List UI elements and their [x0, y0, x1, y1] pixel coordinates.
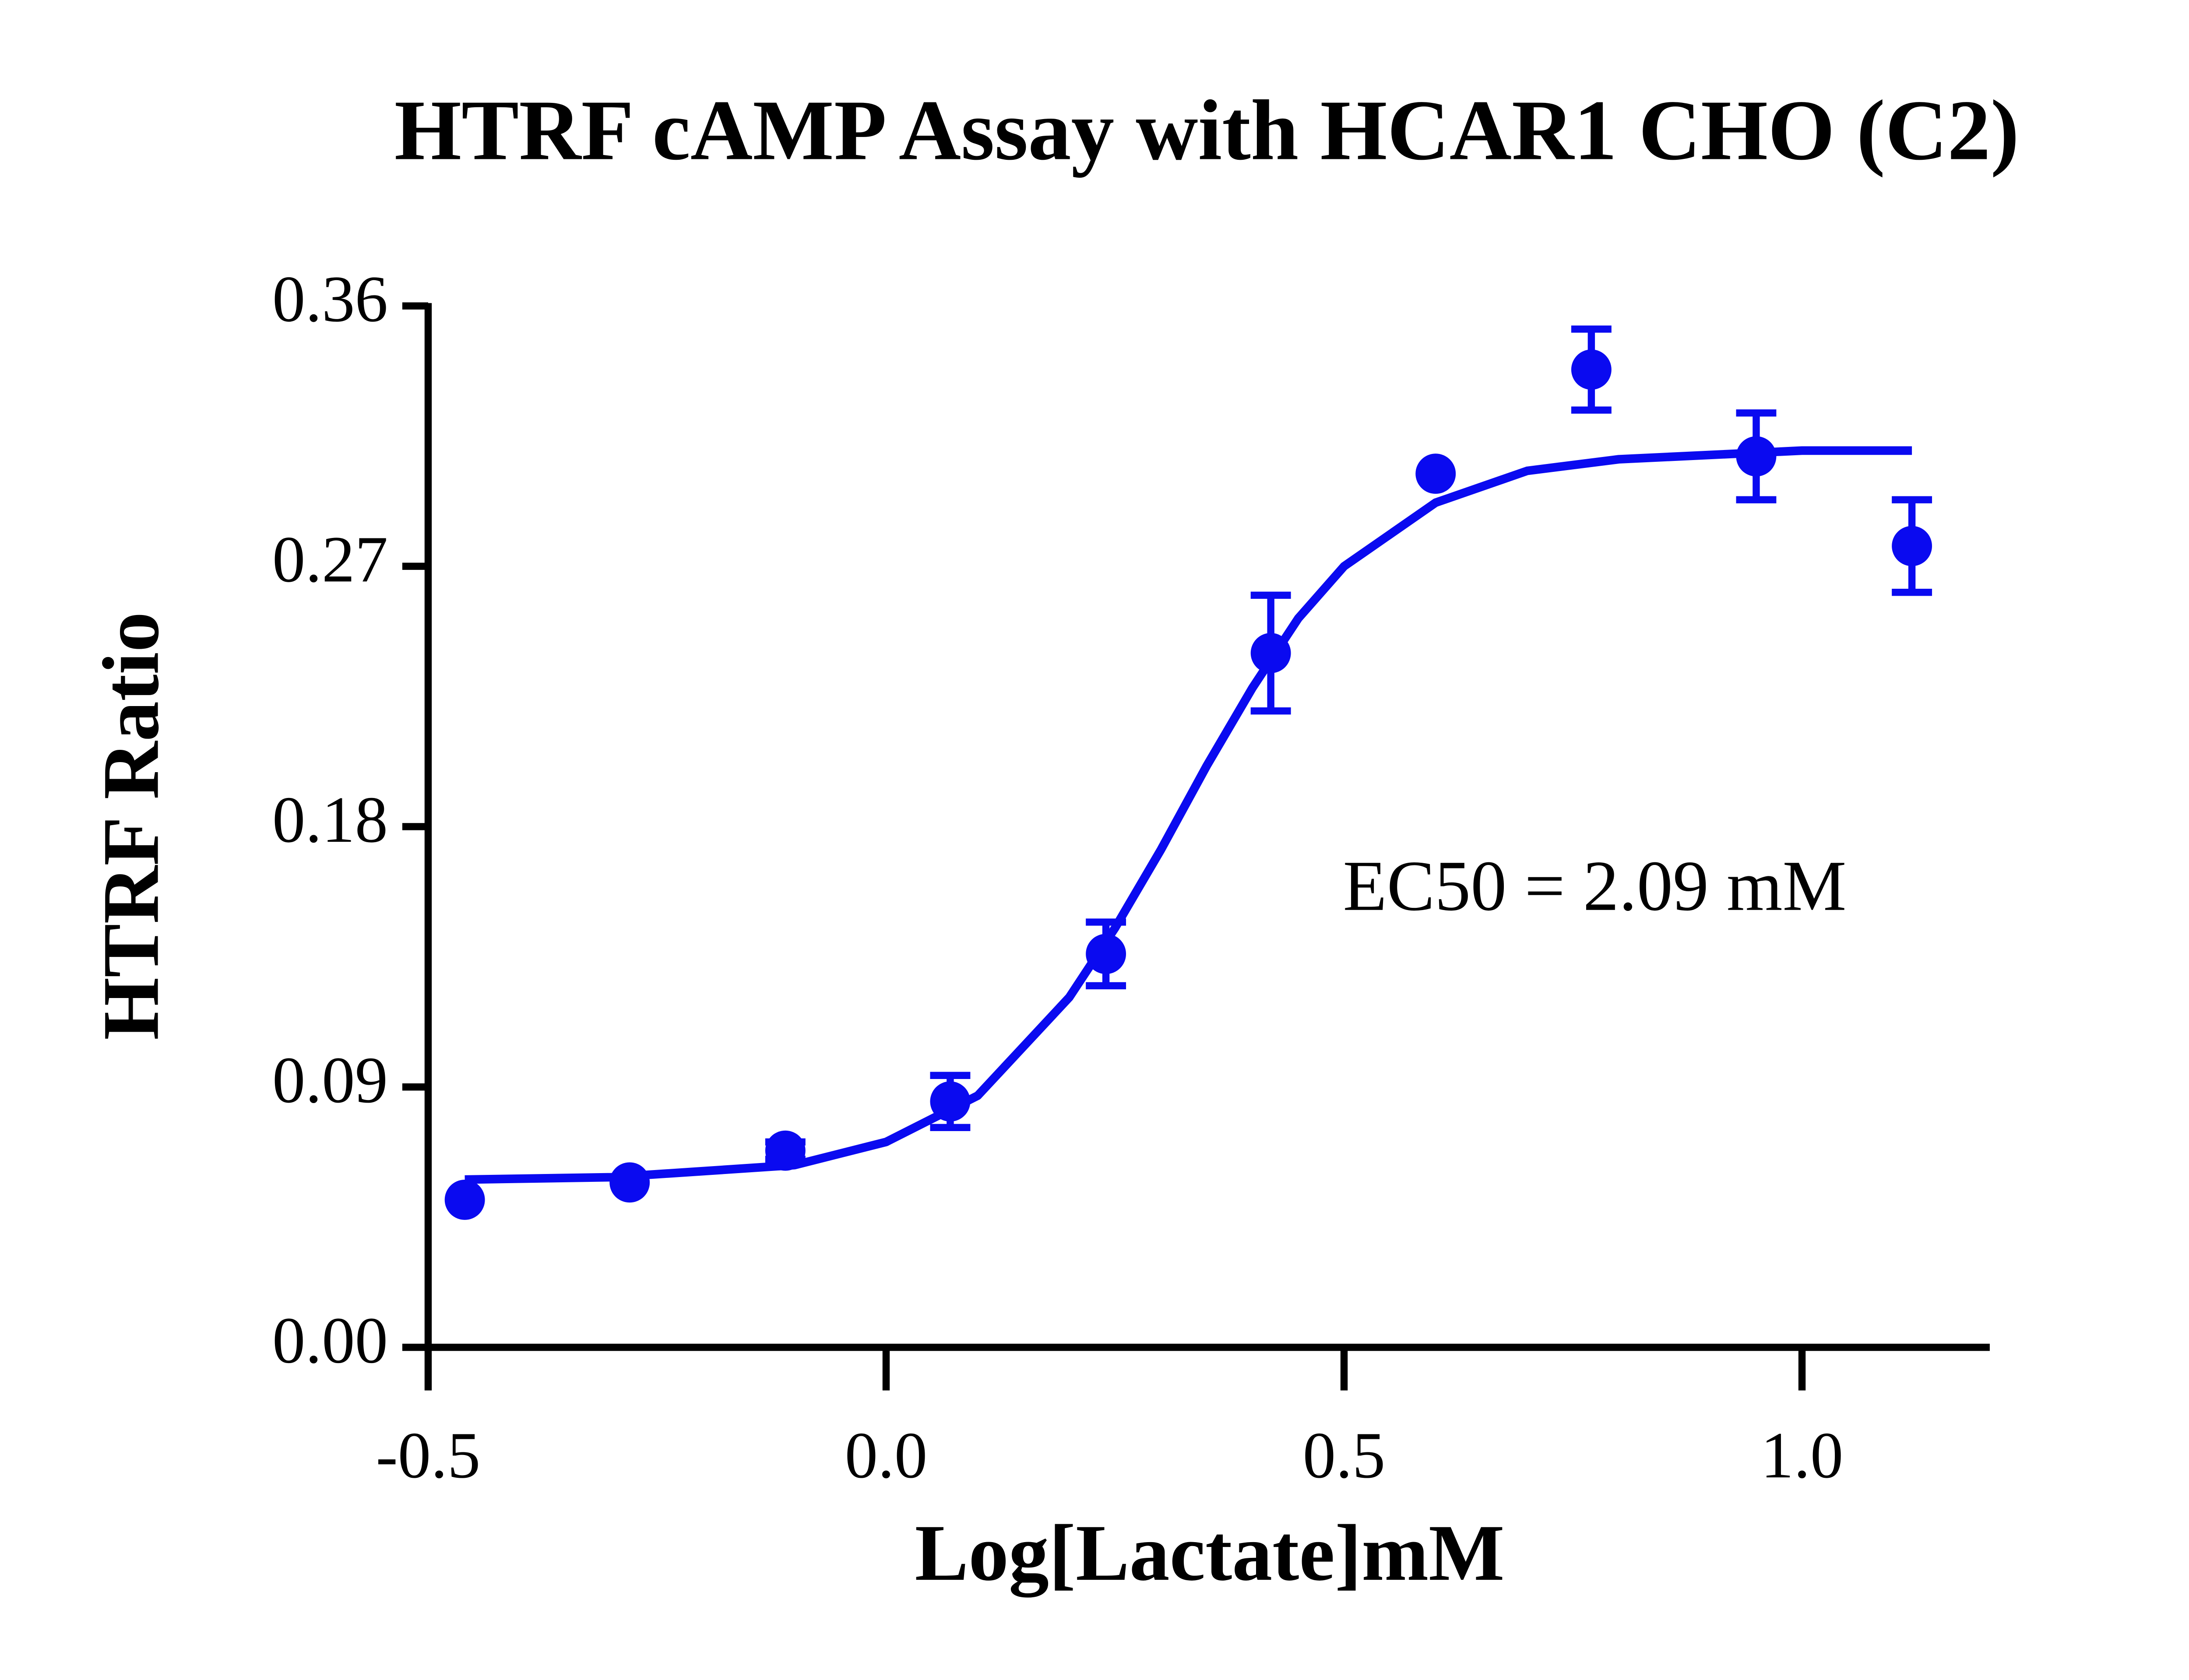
- ec50-annotation: EC50 = 2.09 mM: [1343, 847, 1847, 926]
- chart-title: HTRF cAMP Assay with HCAR1 CHO (C2): [394, 82, 2019, 178]
- y-tick-label: 0.00: [272, 1304, 388, 1377]
- x-tick-label: 0.0: [845, 1418, 928, 1492]
- data-point: [930, 1081, 971, 1122]
- data-point: [765, 1130, 806, 1171]
- y-tick-label: 0.18: [272, 783, 388, 856]
- fit-curve: [465, 446, 1912, 1184]
- data-point: [1892, 526, 1932, 566]
- y-axis-title: HTRF Ratio: [86, 612, 176, 1040]
- data-point: [1415, 453, 1456, 494]
- x-tick-label: 1.0: [1761, 1418, 1844, 1492]
- data-point: [1736, 436, 1777, 477]
- x-tick-label: -0.5: [376, 1418, 481, 1492]
- y-tick-label: 0.27: [272, 522, 388, 596]
- data-point: [1250, 633, 1291, 673]
- x-tick-label: 0.5: [1303, 1418, 1386, 1492]
- y-tick-label: 0.36: [272, 262, 388, 336]
- data-point: [1571, 349, 1612, 390]
- data-point: [1086, 934, 1126, 974]
- data-point: [444, 1180, 485, 1220]
- y-tick-label: 0.09: [272, 1043, 388, 1117]
- x-axis-title: Log[Lactate]mM: [915, 1508, 1505, 1598]
- data-point: [609, 1162, 650, 1203]
